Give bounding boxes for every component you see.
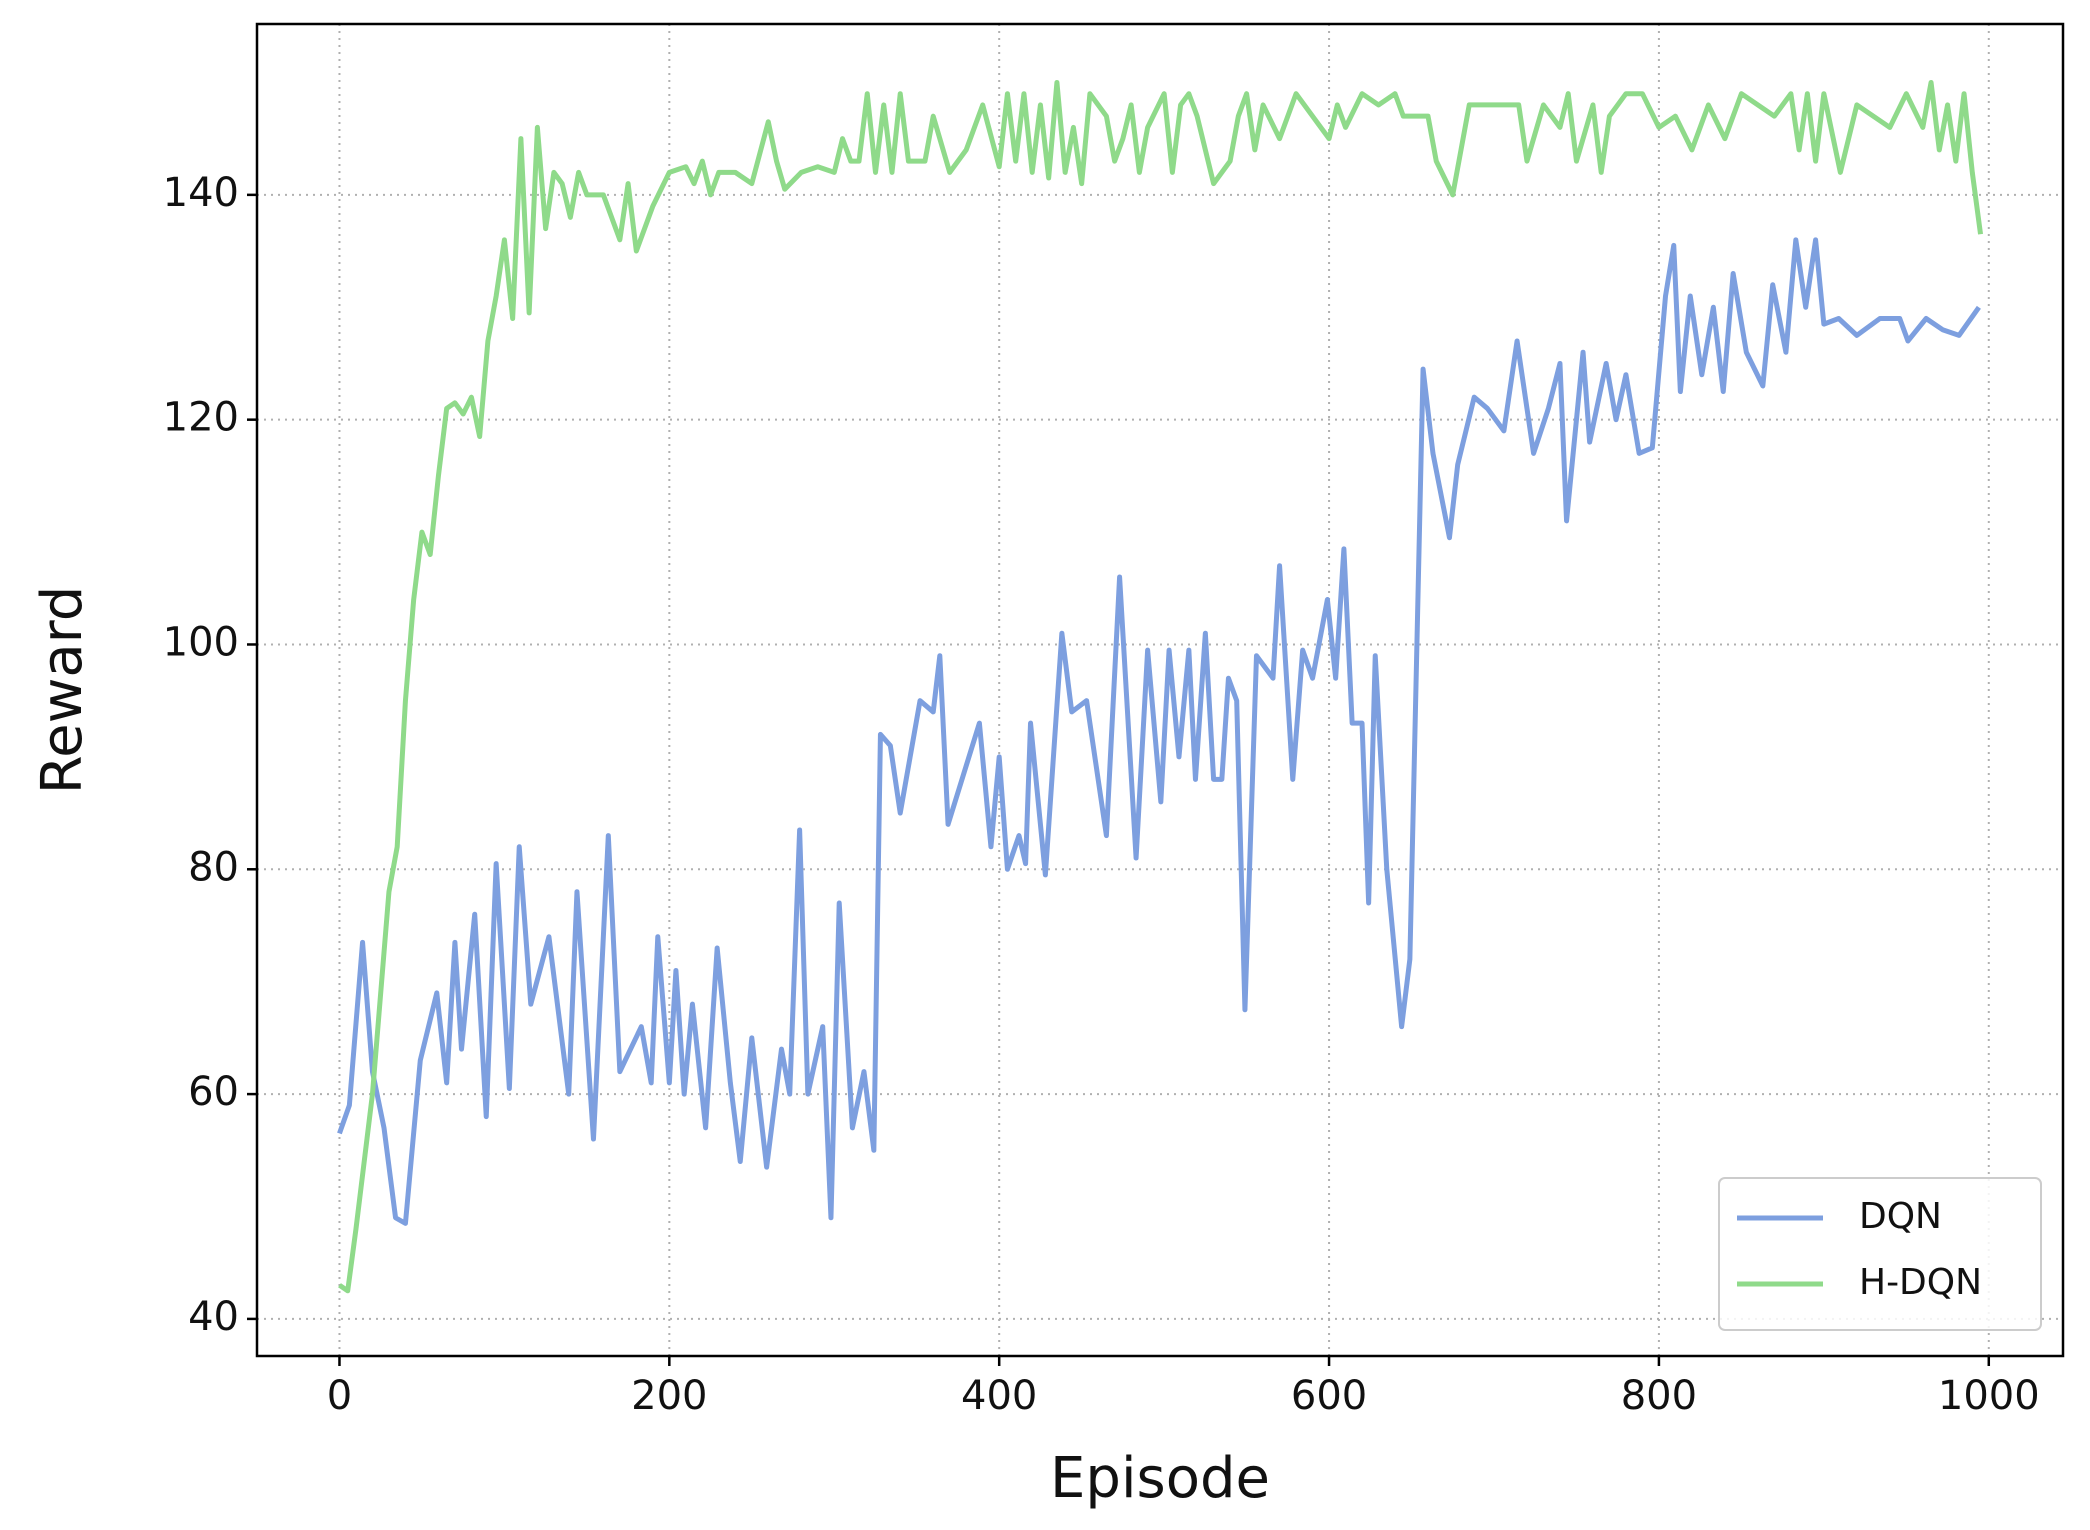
y-axis-label: Reward [30,586,95,795]
x-tick-label: 800 [1621,1373,1697,1419]
legend: DQN H-DQN [1718,1177,2042,1331]
y-tick-label: 80 [188,844,239,890]
plot-frame [255,22,2065,1358]
series-line [338,79,1984,1294]
y-tick-label: 40 [188,1294,239,1340]
legend-label: H-DQN [1859,1262,1982,1303]
x-tick-label: 200 [631,1373,707,1419]
x-axis-label: Episode [1050,1446,1270,1511]
y-tick-label: 60 [188,1069,239,1115]
y-tick-label: 120 [163,395,239,441]
x-tick-label: 1000 [1938,1373,2040,1419]
y-tick-label: 140 [163,170,239,216]
x-tick-label: 0 [327,1373,352,1419]
y-tick-label: 100 [163,619,239,665]
series-line [337,237,1981,1226]
x-tick-label: 600 [1291,1373,1367,1419]
x-tick-label: 400 [961,1373,1037,1419]
legend-label: DQN [1859,1196,1942,1237]
